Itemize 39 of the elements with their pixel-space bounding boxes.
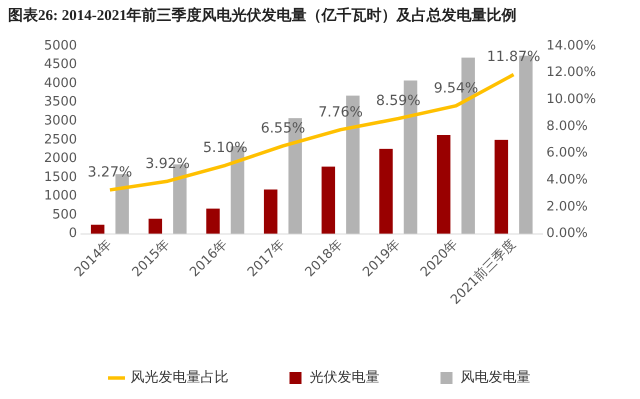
bar bbox=[148, 218, 162, 234]
data-label: 3.92% bbox=[145, 156, 190, 172]
y-tick-label: 3000 bbox=[44, 113, 78, 128]
data-label: 3.27% bbox=[88, 164, 132, 181]
legend-label: 风光发电量占比 bbox=[130, 370, 228, 386]
y-tick-label: 1000 bbox=[44, 188, 78, 204]
y-tick-label: 3500 bbox=[44, 94, 78, 110]
data-label: 7.76% bbox=[318, 104, 363, 120]
legend-label: 风电发电量 bbox=[460, 370, 530, 386]
chart-title: 图表26: 2014-2021年前三季度风电光伏发电量（亿千瓦时）及占总发电量比例 bbox=[7, 6, 518, 26]
bar bbox=[436, 135, 450, 234]
y2-tick-label: 2.00% bbox=[546, 199, 588, 214]
data-label: 6.55% bbox=[260, 120, 306, 137]
data-label: 8.59% bbox=[376, 93, 420, 110]
bar bbox=[264, 189, 278, 234]
y-tick-label: 500 bbox=[52, 207, 78, 222]
bar bbox=[206, 208, 220, 234]
bar bbox=[90, 224, 104, 234]
y-tick-label: 4000 bbox=[44, 76, 78, 91]
y2-tick-label: 10.00% bbox=[546, 92, 596, 108]
data-label: 5.10% bbox=[203, 140, 248, 156]
y-tick-label: 2000 bbox=[44, 151, 78, 166]
y-tick-label: 2500 bbox=[44, 132, 78, 148]
y-tick-label: 4500 bbox=[44, 57, 78, 72]
bar bbox=[494, 140, 508, 234]
y2-tick-label: 14.00% bbox=[546, 38, 596, 54]
bar bbox=[322, 166, 336, 234]
y-tick-label: 5000 bbox=[44, 38, 78, 54]
y-tick-label: 0 bbox=[68, 226, 78, 242]
y2-tick-label: 8.00% bbox=[546, 118, 588, 134]
bar bbox=[379, 148, 393, 234]
y2-tick-label: 0.00% bbox=[546, 226, 588, 242]
y2-tick-label: 4.00% bbox=[546, 172, 588, 188]
y2-tick-label: 12.00% bbox=[546, 65, 596, 80]
data-label: 11.87% bbox=[486, 49, 540, 66]
y-tick-label: 1500 bbox=[44, 170, 78, 185]
data-label: 9.54% bbox=[434, 80, 478, 96]
legend-label: 光伏发电量 bbox=[310, 370, 380, 386]
y2-tick-label: 6.00% bbox=[546, 146, 588, 161]
